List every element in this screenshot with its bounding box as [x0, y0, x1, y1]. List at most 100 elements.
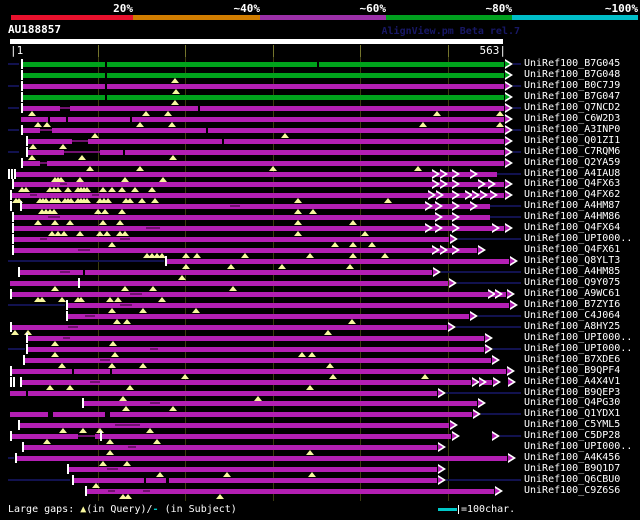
hit-bar-segment [13, 248, 477, 254]
hit-bar-segment [85, 270, 432, 276]
hit-label[interactable]: UniRef100_C6W2D3 [524, 112, 621, 124]
query-gap-triangle-icon [136, 121, 144, 127]
ruler-tick [448, 45, 449, 57]
query-gap-triangle-icon [22, 187, 30, 193]
hit-label[interactable]: UniRef100_Q8YLT3 [524, 255, 621, 267]
hit-label[interactable]: UniRef100_C5YML5 [524, 419, 621, 431]
hit-label[interactable]: UniRef100_Q4FX64 [524, 222, 621, 234]
hit-bar-thin-segment [40, 128, 52, 131]
hit-label[interactable]: UniRef100_Q01ZI1 [524, 134, 621, 146]
segment-arrow-icon-fill [505, 82, 510, 89]
hit-label[interactable]: UniRef100_B9Q1D7 [524, 463, 621, 475]
hit-label[interactable]: UniRef100_Q4PG30 [524, 397, 621, 409]
hit-bar-thin-segment [60, 183, 67, 186]
gap-legend: Large gaps: ▲(in Query)/- (in Subject) [8, 504, 237, 515]
segment-arrow-icon-fill [438, 389, 443, 396]
query-gap-triangle-icon [149, 286, 157, 291]
hit-label[interactable]: UniRef100_A4K456 [524, 452, 621, 464]
query-gap-triangle-icon [172, 88, 180, 94]
ruler-tick [98, 45, 99, 57]
identity-scale-segment [512, 15, 638, 20]
segment-start-tick [10, 365, 12, 376]
segment-start-tick [12, 212, 14, 223]
hit-label[interactable]: UniRef100_Q2YA59 [524, 156, 621, 168]
segment-arrow-icon-fill [472, 192, 477, 199]
segment-arrow-icon-fill [438, 466, 443, 473]
hit-label[interactable]: UniRef100_A4IAU8 [524, 167, 621, 179]
segment-arrow-icon-fill [492, 356, 497, 363]
hit-bar-thin-segment [107, 468, 118, 471]
query-gap-triangle-icon [108, 242, 116, 248]
hit-label[interactable]: UniRef100_A4HM87 [524, 200, 621, 212]
hit-label[interactable]: UniRef100_A9WC61 [524, 287, 621, 299]
subject-lead-line [8, 84, 19, 87]
hit-label[interactable]: UniRef100_B0C7J9 [524, 79, 621, 91]
hit-label[interactable]: UniRef100_Q9Y075 [524, 277, 621, 288]
hit-label[interactable]: UniRef100_C7RQM6 [524, 145, 621, 157]
hit-label[interactable]: UniRef100_UPI000.. [524, 233, 633, 245]
segment-arrow-icon-fill [449, 280, 454, 286]
hit-label[interactable]: UniRef100_B9QEP3 [524, 386, 621, 398]
hit-label[interactable]: UniRef100_A8HY25 [524, 320, 621, 332]
hit-label[interactable]: UniRef100_Q1YDX1 [524, 408, 621, 420]
hit-label[interactable]: UniRef100_B7ZYI6 [524, 298, 621, 310]
hit-bar-segment [19, 423, 449, 429]
query-gap-triangle-icon [106, 450, 114, 456]
hit-label[interactable]: UniRef100_B9QPF4 [524, 364, 621, 376]
segment-start-tick [18, 420, 20, 431]
segment-arrow-icon-fill [505, 71, 510, 78]
hit-label[interactable]: UniRef100_C4J064 [524, 309, 621, 321]
hit-label[interactable]: UniRef100_Q7NCD2 [524, 101, 621, 113]
hit-label[interactable]: UniRef100_A4X4V1 [524, 375, 621, 387]
hit-label[interactable]: UniRef100_B7G048 [524, 68, 621, 80]
hit-label[interactable]: UniRef100_C9Z6S6 [524, 485, 621, 497]
query-id-title: AU188857 [8, 23, 61, 36]
segment-start-tick [26, 146, 28, 157]
segment-arrow-icon-fill [478, 181, 483, 188]
subject-trail-line [500, 435, 521, 438]
hit-bar-thin-segment [108, 490, 115, 493]
query-gap-triangle-icon [54, 187, 62, 193]
query-gap-triangle-icon [158, 253, 166, 259]
hit-label[interactable]: UniRef100_B7G045 [524, 58, 621, 69]
hit-bar-segment [86, 489, 494, 495]
query-gap-triangle-icon [169, 406, 177, 412]
hit-label[interactable]: UniRef100_A4HM85 [524, 266, 621, 278]
query-gap-triangle-icon [419, 121, 427, 127]
hit-label[interactable]: UniRef100_Q4FX61 [524, 244, 621, 256]
segment-arrow-icon-fill [425, 225, 430, 232]
segment-start-tick [10, 376, 12, 387]
hit-label[interactable]: UniRef100_B7XDE6 [524, 353, 621, 365]
hit-bar-thin-segment [60, 271, 70, 274]
query-gap-triangle-icon [294, 231, 302, 237]
hit-bar-segment [22, 62, 105, 67]
query-gap-triangle-icon [368, 242, 376, 248]
hit-bar-segment [11, 368, 72, 374]
hit-label[interactable]: UniRef100_UPI000.. [524, 441, 633, 453]
hit-bar-segment [22, 83, 105, 89]
query-gap-triangle-icon [94, 209, 102, 215]
hit-label[interactable]: UniRef100_A4HM86 [524, 211, 621, 223]
hit-bar-thin-segment [115, 424, 140, 427]
hit-bar-segment [13, 226, 504, 232]
hit-label[interactable]: UniRef100_Q4FX63 [524, 178, 621, 190]
hit-label[interactable]: UniRef100_UPI000.. [524, 331, 633, 343]
hit-label[interactable]: UniRef100_B7G047 [524, 90, 621, 102]
segment-arrow-icon-fill [470, 170, 475, 177]
hit-label[interactable]: UniRef100_Q6CBU0 [524, 474, 621, 486]
segment-start-tick [15, 453, 17, 464]
query-gap-triangle-icon [91, 132, 99, 138]
hit-bar-thin-segment [30, 194, 37, 197]
subject-trail-line [497, 172, 521, 175]
hit-label[interactable]: UniRef100_C5DP28 [524, 430, 621, 442]
hit-bar-thin-segment [60, 106, 70, 109]
segment-arrow-icon-fill [505, 61, 510, 67]
query-gap-triangle-icon [308, 472, 316, 478]
hit-label[interactable]: UniRef100_A3INP0 [524, 123, 621, 135]
subject-lead-line [8, 128, 19, 131]
hit-label[interactable]: UniRef100_UPI000.. [524, 342, 633, 354]
hit-label[interactable]: UniRef100_Q4FX62 [524, 189, 621, 201]
subject-lead-line [8, 303, 65, 306]
segment-arrow-icon-fill [507, 290, 512, 297]
query-gap-triangle-icon [308, 351, 316, 357]
